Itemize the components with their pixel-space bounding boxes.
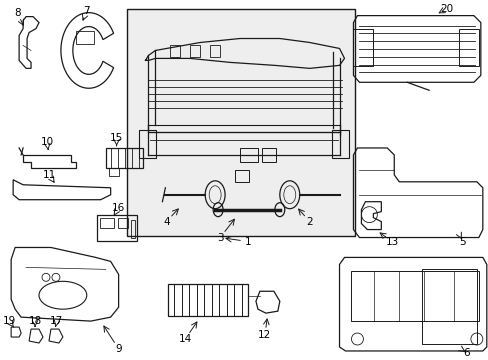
Bar: [100, 218, 113, 228]
Bar: [168, 284, 247, 316]
Text: 16: 16: [112, 203, 125, 213]
Bar: [458, 28, 478, 66]
Text: 4: 4: [163, 217, 169, 226]
Text: 14: 14: [178, 334, 191, 344]
Text: 18: 18: [28, 316, 41, 326]
Bar: [210, 45, 220, 57]
Text: 13: 13: [385, 237, 398, 247]
Bar: [97, 215, 136, 240]
Text: 20: 20: [440, 4, 453, 14]
Bar: [76, 31, 94, 45]
Bar: [170, 45, 180, 57]
Text: 17: 17: [50, 316, 63, 326]
Bar: [108, 168, 119, 176]
Bar: [262, 148, 275, 162]
Text: 10: 10: [41, 137, 53, 147]
Bar: [126, 9, 355, 235]
Text: 1: 1: [244, 237, 251, 247]
Text: 8: 8: [14, 8, 20, 18]
Text: 9: 9: [115, 344, 122, 354]
Bar: [351, 271, 478, 321]
Text: 15: 15: [110, 133, 123, 143]
Text: 12: 12: [258, 330, 271, 340]
Text: 2: 2: [306, 217, 312, 226]
Text: 6: 6: [463, 348, 469, 358]
Text: 5: 5: [459, 237, 465, 247]
Bar: [421, 269, 476, 344]
Bar: [118, 218, 127, 228]
Bar: [130, 220, 134, 238]
Text: 11: 11: [42, 170, 56, 180]
Bar: [190, 45, 200, 57]
Bar: [240, 148, 257, 162]
Text: 19: 19: [2, 316, 16, 326]
Bar: [105, 148, 143, 168]
Text: 3: 3: [216, 233, 223, 243]
Text: 7: 7: [83, 6, 90, 15]
Bar: [353, 28, 373, 66]
